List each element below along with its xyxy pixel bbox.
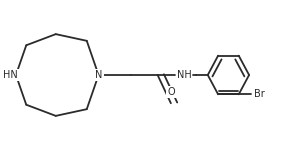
Text: NH: NH: [177, 70, 192, 80]
Text: Br: Br: [254, 89, 264, 99]
Text: N: N: [95, 70, 102, 80]
Text: O: O: [167, 87, 175, 97]
Text: HN: HN: [3, 70, 18, 80]
